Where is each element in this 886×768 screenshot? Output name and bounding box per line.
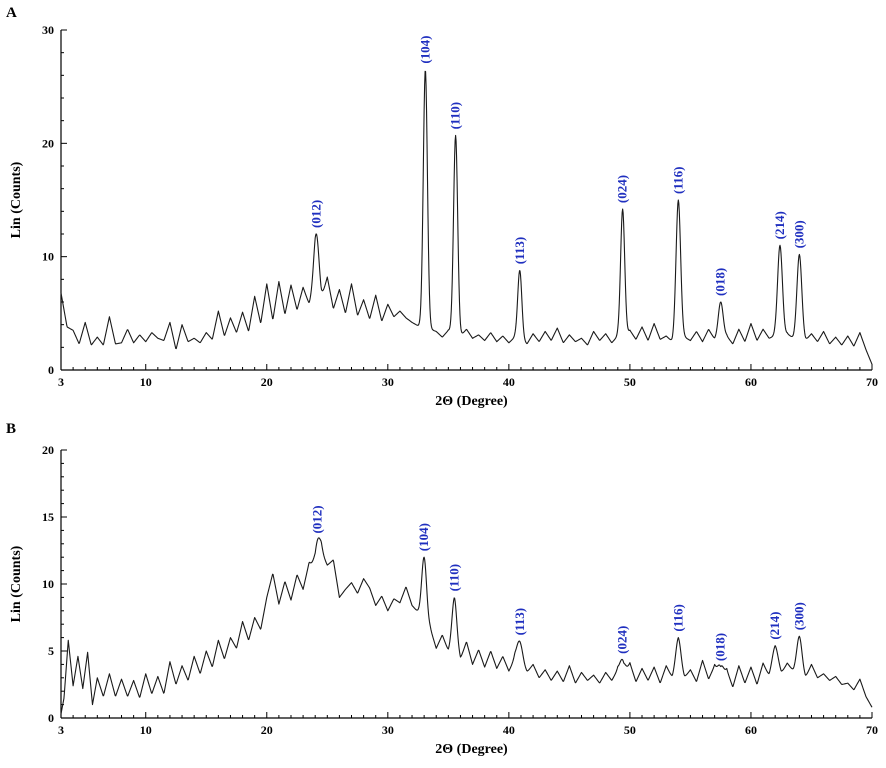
peak-label: (116) — [670, 604, 685, 631]
x-tick-label: 3 — [58, 375, 64, 389]
x-tick-label: 70 — [866, 375, 878, 389]
x-tick-label: 30 — [382, 375, 394, 389]
peak-label: (116) — [670, 167, 685, 194]
x-tick-label: 70 — [866, 723, 878, 737]
y-tick-label: 15 — [42, 510, 54, 524]
x-tick-label: 40 — [503, 723, 515, 737]
peak-label: (024) — [615, 626, 630, 654]
peak-label: (214) — [767, 611, 782, 639]
peak-label: (104) — [417, 35, 432, 63]
peak-label: (012) — [308, 200, 323, 228]
peak-label: (300) — [791, 220, 806, 248]
peak-label: (018) — [713, 633, 728, 661]
y-tick-label: 20 — [42, 443, 54, 457]
y-tick-label: 20 — [42, 136, 54, 150]
peak-label: (018) — [713, 268, 728, 296]
y-axis-title: Lin (Counts) — [9, 545, 24, 622]
peak-label: (110) — [446, 564, 461, 591]
x-tick-label: 20 — [261, 723, 273, 737]
y-tick-label: 10 — [42, 250, 54, 264]
peak-label: (012) — [310, 505, 325, 533]
panel-letter: A — [6, 5, 17, 21]
peak-label: (104) — [416, 523, 431, 551]
x-tick-label: 20 — [261, 375, 273, 389]
diffraction-trace — [60, 537, 873, 715]
x-tick-label: 60 — [745, 375, 757, 389]
peak-label: (024) — [615, 175, 630, 203]
x-tick-label: 30 — [382, 723, 394, 737]
x-axis-title: 2Θ (Degree) — [435, 742, 508, 757]
y-tick-label: 0 — [48, 711, 54, 725]
peak-label: (214) — [772, 211, 787, 239]
peak-label: (113) — [512, 608, 527, 635]
peak-label: (113) — [512, 237, 527, 264]
x-tick-label: 10 — [140, 723, 152, 737]
y-axis-title: Lin (Counts) — [9, 161, 24, 238]
y-tick-label: 30 — [42, 23, 54, 37]
diffraction-trace — [60, 70, 873, 365]
x-axis-title: 2Θ (Degree) — [435, 394, 508, 409]
panel-letter: B — [6, 421, 16, 437]
y-tick-label: 5 — [48, 644, 54, 658]
x-tick-label: 10 — [140, 375, 152, 389]
chart-panel-b: B 0 5 10 15 20 3 10 20 30 40 50 60 70 2Θ (Degree) Lin (… — [6, 421, 878, 757]
chart-panel-a: A 0 10 20 30 3 10 20 30 40 50 60 70 2Θ (Degree) Lin (C… — [6, 5, 878, 409]
peak-label: (110) — [448, 102, 463, 129]
x-tick-label: 3 — [58, 723, 64, 737]
y-tick-label: 10 — [42, 577, 54, 591]
x-tick-label: 40 — [503, 375, 515, 389]
x-tick-label: 60 — [745, 723, 757, 737]
y-tick-label: 0 — [48, 363, 54, 377]
x-tick-label: 50 — [624, 375, 636, 389]
peak-label: (300) — [791, 602, 806, 630]
x-tick-label: 50 — [624, 723, 636, 737]
